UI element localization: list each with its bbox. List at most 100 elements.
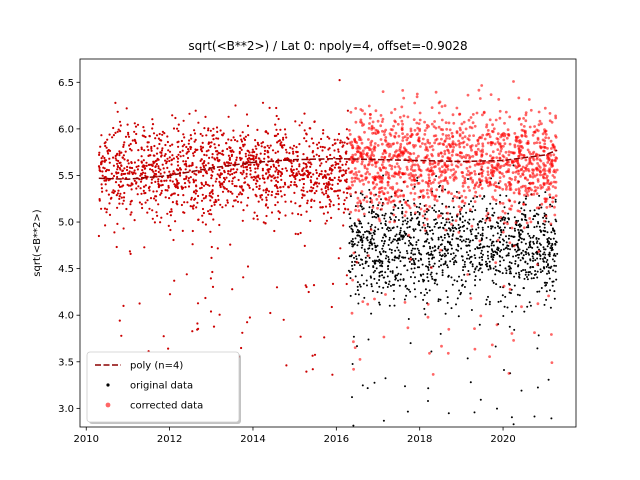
original-data-point bbox=[348, 241, 351, 244]
corrected-data-point bbox=[483, 161, 486, 165]
data-point bbox=[337, 208, 340, 211]
data-point bbox=[327, 188, 330, 191]
original-data-point bbox=[367, 265, 370, 267]
data-point bbox=[197, 171, 200, 174]
data-point bbox=[324, 186, 327, 190]
original-data-point bbox=[475, 235, 478, 237]
original-data-point bbox=[533, 209, 536, 212]
corrected-data-point bbox=[443, 149, 447, 153]
corrected-data-point bbox=[481, 142, 485, 146]
corrected-data-point bbox=[430, 106, 434, 109]
data-point bbox=[116, 162, 119, 165]
original-data-point bbox=[441, 239, 444, 242]
corrected-data-point bbox=[464, 127, 468, 131]
data-point bbox=[211, 285, 215, 288]
data-point bbox=[321, 149, 324, 152]
data-point bbox=[121, 177, 124, 180]
original-data-point bbox=[473, 254, 476, 257]
original-data-point bbox=[464, 280, 467, 283]
original-data-point bbox=[426, 265, 429, 268]
data-point bbox=[294, 177, 297, 181]
original-data-point bbox=[510, 262, 513, 265]
original-data-point bbox=[533, 273, 536, 276]
data-point bbox=[115, 194, 118, 197]
original-data-point bbox=[455, 248, 458, 251]
corrected-data-point bbox=[360, 162, 364, 166]
original-data-point bbox=[389, 284, 392, 287]
data-point bbox=[341, 141, 344, 144]
data-point bbox=[305, 285, 308, 289]
data-point bbox=[205, 150, 208, 153]
original-data-point bbox=[444, 260, 447, 263]
original-data-point bbox=[428, 260, 431, 263]
original-data-point bbox=[421, 263, 424, 266]
original-data-point bbox=[382, 244, 385, 247]
corrected-data-point bbox=[359, 138, 363, 142]
data-point bbox=[117, 189, 120, 192]
original-data-point bbox=[473, 411, 476, 414]
data-point bbox=[123, 158, 126, 161]
original-data-point bbox=[532, 241, 535, 243]
data-point bbox=[115, 245, 118, 249]
corrected-data-point bbox=[518, 210, 522, 213]
data-point bbox=[249, 166, 252, 170]
original-data-point bbox=[383, 242, 386, 245]
original-data-point bbox=[353, 222, 356, 225]
original-data-point bbox=[408, 239, 411, 242]
original-data-point bbox=[524, 218, 527, 221]
corrected-data-point bbox=[549, 162, 552, 166]
data-point bbox=[118, 185, 122, 188]
original-data-point bbox=[429, 229, 432, 232]
data-point bbox=[325, 176, 328, 179]
corrected-data-point bbox=[363, 166, 367, 170]
original-data-point bbox=[539, 271, 542, 274]
original-data-point bbox=[376, 291, 379, 294]
corrected-data-point bbox=[369, 143, 373, 147]
data-point bbox=[153, 221, 156, 224]
data-point bbox=[174, 220, 177, 223]
corrected-data-point bbox=[482, 110, 486, 114]
data-point bbox=[191, 243, 194, 246]
original-data-point bbox=[372, 231, 375, 234]
data-point bbox=[346, 191, 349, 195]
original-data-point bbox=[509, 270, 512, 273]
data-point bbox=[281, 146, 284, 149]
original-data-point bbox=[390, 241, 393, 244]
corrected-data-point bbox=[520, 167, 523, 171]
corrected-data-point bbox=[516, 181, 520, 184]
data-point bbox=[216, 173, 219, 176]
data-point bbox=[278, 211, 281, 214]
corrected-data-point bbox=[473, 347, 477, 351]
original-data-point bbox=[426, 233, 429, 236]
corrected-data-point bbox=[427, 195, 430, 199]
data-point bbox=[133, 122, 136, 125]
original-data-point bbox=[369, 242, 372, 245]
corrected-data-point bbox=[390, 111, 393, 115]
corrected-data-point bbox=[398, 167, 402, 171]
data-point bbox=[188, 164, 191, 167]
corrected-data-point bbox=[458, 151, 462, 155]
corrected-data-point bbox=[421, 142, 424, 145]
original-data-point bbox=[497, 182, 500, 185]
data-point bbox=[184, 177, 187, 180]
original-data-point bbox=[382, 174, 385, 177]
data-point bbox=[229, 170, 232, 173]
data-point bbox=[126, 183, 129, 186]
original-data-point bbox=[552, 269, 555, 272]
corrected-data-point bbox=[419, 145, 422, 148]
original-data-point bbox=[356, 285, 359, 288]
original-data-point bbox=[446, 266, 449, 269]
data-point bbox=[104, 179, 108, 182]
corrected-data-point bbox=[480, 179, 484, 183]
data-point bbox=[279, 190, 282, 193]
data-point bbox=[203, 153, 206, 156]
corrected-data-point bbox=[452, 168, 455, 171]
original-data-point bbox=[486, 216, 489, 219]
data-point bbox=[207, 141, 210, 144]
data-point bbox=[183, 178, 186, 181]
corrected-data-point bbox=[463, 179, 467, 183]
original-data-point bbox=[508, 265, 511, 268]
data-point bbox=[308, 189, 311, 192]
original-data-point bbox=[457, 315, 460, 318]
data-point bbox=[139, 174, 142, 177]
